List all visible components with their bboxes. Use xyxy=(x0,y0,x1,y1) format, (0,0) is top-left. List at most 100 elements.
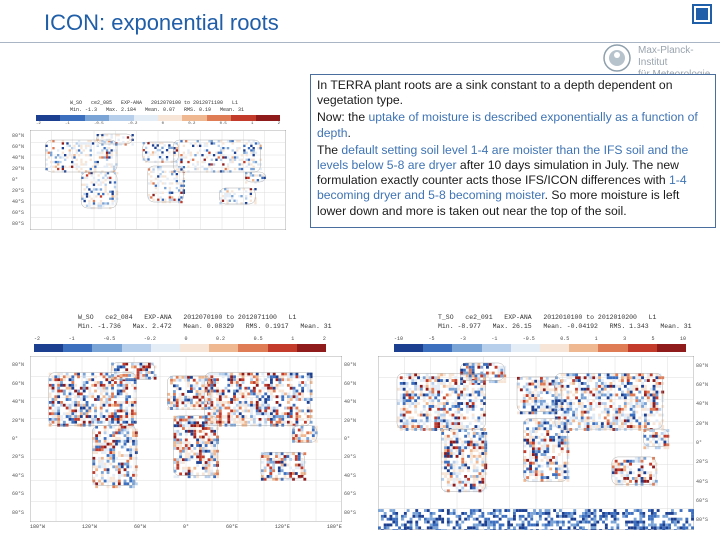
map-cell xyxy=(532,456,535,459)
map-cell xyxy=(122,418,126,421)
map-cell xyxy=(243,160,246,164)
map-cell xyxy=(408,405,412,408)
map-cell xyxy=(216,378,219,382)
map-cell xyxy=(580,407,584,411)
map-cell xyxy=(65,372,69,376)
map-cell xyxy=(676,520,680,524)
map-cell xyxy=(652,482,655,486)
map-cell xyxy=(627,520,631,524)
map-cell xyxy=(440,422,443,426)
map-cell xyxy=(133,398,137,401)
map-cell xyxy=(472,517,476,521)
map-cell xyxy=(51,383,55,387)
map-cell xyxy=(245,197,248,200)
map-cell xyxy=(195,401,199,405)
map-cell xyxy=(522,411,526,415)
map-cell xyxy=(494,365,498,369)
map-cell xyxy=(564,514,568,518)
map-cell xyxy=(577,425,581,428)
map-cell xyxy=(431,387,435,391)
map-cell xyxy=(241,418,245,421)
map-cell xyxy=(475,466,479,470)
map-cell xyxy=(448,373,452,377)
map-cell xyxy=(272,423,276,427)
map-cell xyxy=(295,423,299,427)
map-cell xyxy=(411,390,415,394)
map-cell xyxy=(126,141,130,144)
map-cell xyxy=(579,526,582,530)
map-cell xyxy=(472,434,476,438)
map-cell xyxy=(210,444,214,447)
map-cell xyxy=(490,529,493,530)
map-cell xyxy=(250,167,253,171)
map-cell xyxy=(399,384,403,388)
map-cell xyxy=(152,193,155,197)
map-cell xyxy=(525,376,529,380)
map-cell xyxy=(224,192,227,196)
map-cell xyxy=(260,460,264,464)
map-cell xyxy=(187,458,191,462)
map-cell xyxy=(117,442,121,446)
map-cell xyxy=(572,379,576,382)
map-cell xyxy=(161,142,164,145)
map-cell xyxy=(269,475,273,478)
map-cell xyxy=(289,475,293,478)
map-cell xyxy=(260,477,264,481)
map-cell xyxy=(467,440,470,444)
text-run: after 10 days simulation in July. The ne… xyxy=(317,158,679,188)
map-cell xyxy=(531,394,535,397)
map-cell xyxy=(221,389,225,393)
map-cell xyxy=(557,384,561,388)
map-cell xyxy=(549,435,553,439)
map-cell xyxy=(548,391,552,395)
map-cell xyxy=(402,396,406,400)
map-cell xyxy=(111,192,114,196)
map-cell xyxy=(463,363,466,366)
map-cell xyxy=(626,387,630,391)
map-cell xyxy=(523,450,527,454)
map-cell xyxy=(131,415,134,418)
map-cell xyxy=(213,409,217,413)
map-cell xyxy=(117,431,121,435)
map-cell xyxy=(95,485,99,489)
coastline xyxy=(110,362,156,380)
map-cell xyxy=(461,446,465,450)
map-cell xyxy=(175,149,179,152)
map-cell xyxy=(626,402,630,405)
map-cell xyxy=(113,181,117,184)
map-cell xyxy=(613,520,617,524)
map-cell xyxy=(119,401,123,404)
map-cell xyxy=(602,514,605,518)
map-cell xyxy=(534,418,538,422)
map-cell xyxy=(399,393,403,397)
map-cell xyxy=(229,140,232,143)
map-cell xyxy=(193,452,197,456)
map-cell xyxy=(488,363,492,366)
map-cell xyxy=(552,461,555,465)
map-cell xyxy=(295,420,299,424)
map-cell xyxy=(62,403,66,407)
map-cell xyxy=(213,455,217,459)
map-cell xyxy=(478,434,482,438)
map-cell xyxy=(572,416,576,420)
map-cell xyxy=(472,466,476,470)
map-cell xyxy=(446,449,450,453)
map-cell xyxy=(252,403,256,407)
map-cell xyxy=(216,452,219,456)
map-cell xyxy=(586,425,590,428)
map-cell xyxy=(464,440,468,444)
map-cell xyxy=(103,479,107,483)
map-cell xyxy=(629,413,633,417)
map-cell xyxy=(82,398,86,401)
map-cell xyxy=(94,415,97,418)
map-cell xyxy=(198,390,202,393)
map-cell xyxy=(491,380,495,384)
map-cell xyxy=(399,410,403,414)
map-cell xyxy=(111,202,114,205)
colorbar-swatch xyxy=(158,115,183,121)
map-cell xyxy=(48,420,52,424)
map-cell xyxy=(131,371,134,374)
map-cell xyxy=(629,402,633,405)
map-cell xyxy=(411,428,415,431)
coastline xyxy=(142,141,179,163)
